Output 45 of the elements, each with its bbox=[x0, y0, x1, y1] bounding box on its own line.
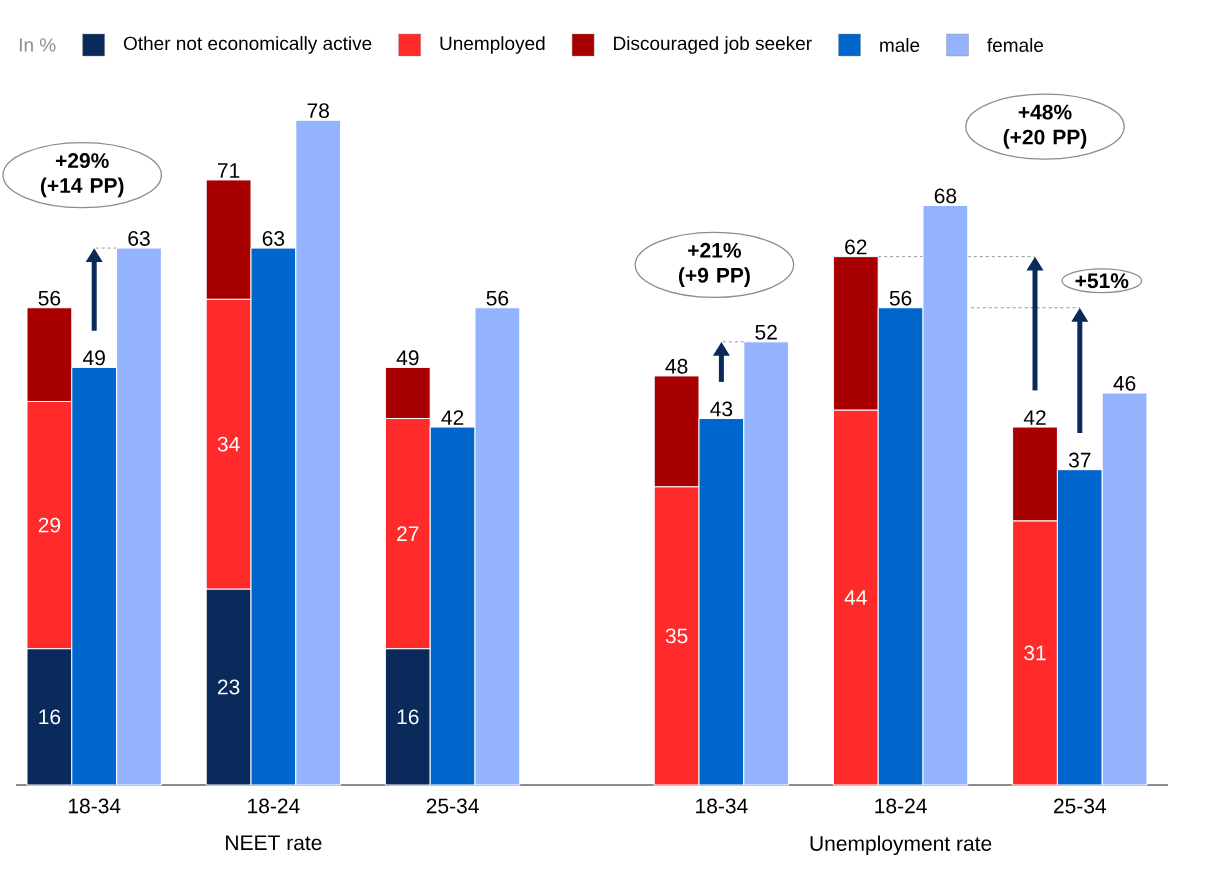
data-label: 44 bbox=[844, 590, 867, 605]
total-label: 62 bbox=[845, 239, 867, 255]
data-label: 31 bbox=[1024, 645, 1046, 661]
total-label: 56 bbox=[38, 290, 61, 306]
legend-label: Discouraged job seeker bbox=[614, 36, 812, 54]
data-label: 35 bbox=[665, 628, 688, 644]
total-label: 48 bbox=[665, 358, 688, 374]
text: Unemployment rate bbox=[810, 835, 992, 856]
data-label: 68 bbox=[934, 188, 957, 204]
annotation: +48% (+20 PP) bbox=[1003, 104, 1087, 149]
legend-label: male bbox=[880, 38, 920, 52]
text: NEET rate bbox=[226, 835, 322, 851]
data-label: 52 bbox=[755, 324, 777, 340]
data-label: 29 bbox=[38, 517, 61, 533]
data-label: 34 bbox=[217, 436, 240, 452]
data-label: 23 bbox=[217, 679, 240, 695]
annotation: +21% (+9 PP) bbox=[678, 242, 750, 287]
total-label: 71 bbox=[218, 163, 240, 178]
data-label: 46 bbox=[1113, 375, 1136, 391]
data-label: 78 bbox=[307, 103, 329, 119]
data-label: 16 bbox=[39, 709, 61, 725]
data-label: 37 bbox=[1068, 452, 1091, 468]
data-label: 27 bbox=[397, 526, 419, 541]
legend-label: Unemployed bbox=[440, 36, 545, 54]
annotation: +29% (+14 PP) bbox=[40, 153, 124, 198]
data-label: 63 bbox=[262, 231, 285, 246]
data-label: 49 bbox=[83, 350, 105, 366]
data-label: 56 bbox=[486, 290, 509, 306]
data-label: 42 bbox=[441, 410, 464, 425]
x-tick-label: 25-34 bbox=[1054, 798, 1107, 814]
data-label: 16 bbox=[397, 709, 419, 725]
legend-label: Other not economically active bbox=[123, 36, 372, 54]
x-tick-label: 18-34 bbox=[696, 798, 748, 814]
data-label: 43 bbox=[710, 401, 733, 417]
legend-title: In % bbox=[19, 38, 56, 52]
data-label: 56 bbox=[889, 290, 912, 306]
x-tick-label: 25-34 bbox=[426, 798, 479, 814]
data-label: 63 bbox=[128, 231, 150, 246]
x-tick-label: 18-24 bbox=[248, 798, 300, 814]
total-label: 42 bbox=[1023, 410, 1046, 425]
x-tick-label: 18-34 bbox=[68, 798, 121, 814]
total-label: 49 bbox=[396, 350, 419, 366]
x-tick-label: 18-24 bbox=[875, 798, 927, 814]
legend-label: female bbox=[987, 38, 1044, 52]
annotation: +51% bbox=[1075, 273, 1129, 289]
